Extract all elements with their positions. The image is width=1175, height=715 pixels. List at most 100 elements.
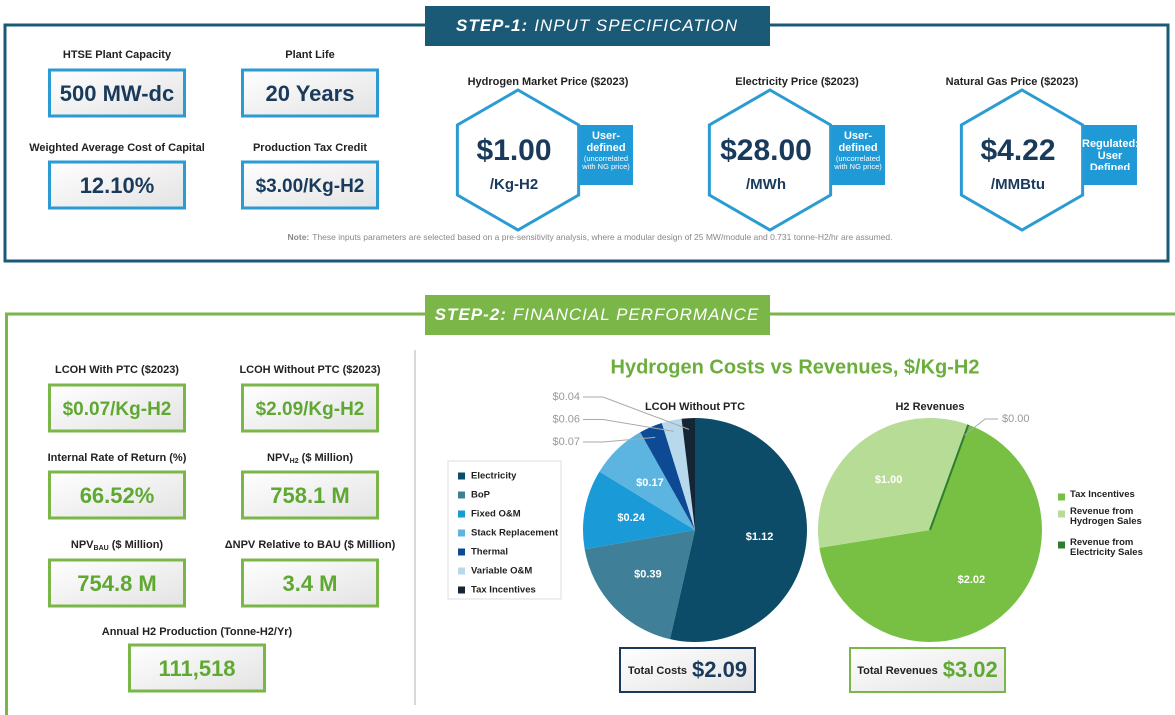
step-label: STEP-2: (435, 305, 507, 324)
total-label: Total Revenues (857, 665, 938, 677)
legend-label: Stack Replacement (471, 528, 559, 539)
card-box (48, 558, 186, 608)
card-label: Plant Life (285, 49, 335, 61)
total-label: Total Costs (628, 665, 687, 677)
legend-swatch (458, 548, 465, 556)
legend-label: Revenue from Electricity Sales (1070, 538, 1143, 559)
pie-value-label: $2.02 (958, 574, 986, 586)
price-note-title-box: User-defined (586, 130, 625, 154)
legend-label-box: Tax Incentives (1070, 490, 1135, 500)
card-value: 3.4 M (282, 571, 337, 596)
legend-label: BoP (471, 490, 491, 501)
card-label-text: NPV (267, 452, 290, 464)
step-heading: STEP-2: FINANCIAL PERFORMANCE (435, 305, 760, 324)
price-unit: /MMBtu (991, 176, 1045, 193)
price-hexagon (455, 88, 581, 232)
price-note-text: (uncorrelated with NG price) (834, 155, 882, 172)
pie-slice (669, 418, 807, 642)
price-note-title-box: Regulated: User Defined (1082, 138, 1138, 170)
card-box (48, 160, 186, 210)
card-label-text: Plant Life (285, 49, 335, 61)
total-value: $2.09 (692, 657, 747, 682)
leader-line (964, 418, 998, 436)
card-label-sub: BAU (94, 545, 109, 552)
card-value: 500 MW-dc (60, 81, 174, 106)
card-box (241, 558, 379, 608)
pie-slice (599, 432, 695, 530)
total-box (619, 647, 756, 693)
legend-swatch (458, 529, 465, 537)
price-value: $1.00 (476, 134, 551, 167)
card-box (48, 470, 186, 520)
card-label: LCOH With PTC ($2023) (55, 364, 179, 376)
price-label: Electricity Price ($2023) (735, 76, 859, 88)
card-value: 12.10% (80, 173, 155, 198)
pie-value-label: $0.06 (552, 413, 580, 425)
card-label-sub: H2 (290, 458, 299, 465)
card-label: HTSE Plant Capacity (63, 49, 172, 61)
legend-label: Tax Incentives (1070, 490, 1135, 500)
card-value: 20 Years (266, 81, 355, 106)
price-value: $28.00 (720, 134, 812, 167)
note-label: Note: (288, 232, 310, 242)
card-box (48, 383, 186, 433)
total-box (849, 647, 1006, 693)
legend-label: Thermal (471, 547, 508, 558)
price-unit: /Kg-H2 (490, 176, 538, 193)
legend-label: Fixed O&M (471, 509, 521, 520)
card-box (241, 383, 379, 433)
card-label-suffix: ($ Million) (109, 539, 164, 551)
card-box (241, 470, 379, 520)
pie-value-label: $0.24 (617, 512, 645, 524)
card-box (241, 160, 379, 210)
pie-value-label: $0.04 (552, 391, 580, 403)
pie-value-label: $0.17 (636, 477, 664, 489)
card-value: 758.1 M (270, 483, 350, 508)
price-unit: /MWh (746, 176, 786, 193)
pie-slice (584, 530, 695, 640)
card-label-text: Annual H2 Production (Tonne-H2/Yr) (102, 626, 293, 638)
card-box (241, 68, 379, 118)
pie-slice (681, 418, 695, 530)
legend-label: Revenue from Hydrogen Sales (1070, 507, 1142, 528)
card-label: ΔNPV Relative to BAU ($ Million) (225, 539, 396, 551)
card-label: LCOH Without PTC ($2023) (239, 364, 380, 376)
total: Total Revenues $3.02 (857, 657, 998, 682)
leader-line (583, 419, 675, 432)
pie-value-label: $1.00 (875, 474, 903, 486)
card-value: 66.52% (80, 483, 155, 508)
card-label: Internal Rate of Return (%) (48, 452, 187, 464)
price-note-title: User-defined (838, 130, 878, 155)
step-label: STEP-1: (456, 16, 528, 35)
legend-swatch (458, 586, 465, 594)
card-label-text: LCOH With PTC ($2023) (55, 364, 179, 376)
card-label: Production Tax Credit (253, 142, 367, 154)
card-label-text: Production Tax Credit (253, 142, 367, 154)
pie-title: LCOH Without PTC (645, 401, 745, 413)
card-label-text: NPV (71, 539, 94, 551)
pie-slice (819, 424, 1042, 642)
pie-value-label: $0.00 (1002, 413, 1030, 425)
step-tab (425, 295, 770, 335)
legend-label: Variable O&M (471, 566, 532, 577)
card-box (48, 68, 186, 118)
step-heading: STEP-1: INPUT SPECIFICATION (456, 16, 738, 35)
card-label-text: HTSE Plant Capacity (63, 49, 172, 61)
price-note-text-box: (uncorrelated with NG price) (582, 155, 630, 171)
legend-label-box: Revenue from Hydrogen Sales (1070, 507, 1142, 528)
card-value: $2.09/Kg-H2 (256, 399, 365, 420)
step-tab (425, 6, 770, 46)
legend-swatch (458, 491, 465, 499)
pie-value-label: $0.07 (552, 436, 580, 448)
pie-slice (929, 424, 970, 531)
card-label-text: LCOH Without PTC ($2023) (239, 364, 380, 376)
card-value: $3.00/Kg-H2 (256, 176, 365, 197)
pie-slice (583, 471, 695, 550)
note-text: These inputs parameters are selected bas… (312, 232, 892, 242)
card-value: 754.8 M (77, 571, 157, 596)
price-note-title-box: User-defined (838, 130, 878, 155)
price-note-title: Regulated: User Defined (1082, 138, 1138, 170)
legend-label: Electricity (471, 471, 517, 482)
